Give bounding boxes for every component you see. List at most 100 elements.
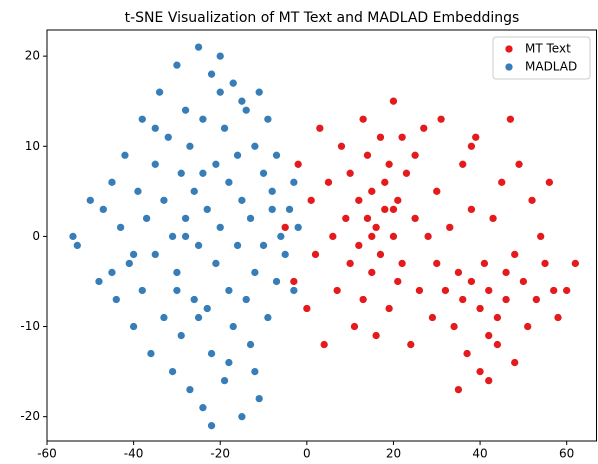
point [280,223,290,232]
point [272,150,281,160]
legend-box [492,36,591,80]
point [501,295,511,304]
point [436,114,446,124]
point [510,250,520,259]
point [506,114,515,124]
point [523,322,533,331]
point [397,132,407,142]
point [150,159,160,169]
point [207,349,216,358]
point [293,159,303,169]
point [280,250,290,259]
point [263,313,273,322]
point [250,141,260,151]
point [263,114,273,124]
point [176,331,186,340]
point [324,177,333,187]
point [285,205,294,214]
point [207,421,216,431]
point [315,123,325,133]
point [410,150,420,160]
point [389,232,398,241]
point [133,186,143,196]
point [172,60,182,70]
x-tick-label: -40 [124,447,144,461]
point [389,205,398,214]
point [254,394,264,403]
point [85,195,95,205]
point [402,168,411,178]
point [224,177,234,187]
point [181,214,190,223]
point [237,195,247,205]
point [354,241,364,250]
x-tick-label: 0 [303,447,311,461]
point [185,141,195,151]
point [441,286,450,295]
point [527,195,537,205]
point [454,385,463,394]
point [155,87,164,97]
point [419,123,429,133]
point [289,177,299,187]
point [215,87,225,97]
point [181,105,190,115]
point [241,105,251,115]
point [129,322,138,331]
point [194,313,203,322]
point [116,223,125,232]
point [172,286,182,295]
point [207,69,216,79]
point [367,232,377,241]
point [250,268,260,277]
point [137,286,147,295]
point [237,412,247,422]
point [159,195,169,205]
point [367,186,377,196]
point [345,259,355,268]
point [107,268,117,277]
point [380,205,390,214]
point [397,259,407,268]
y-tick-label: -20 [20,409,40,423]
point [371,223,381,232]
point [272,277,281,286]
point [497,177,507,187]
point [384,304,394,313]
point [488,214,498,223]
point [423,232,433,241]
legend-label: MADLAD [525,60,577,74]
point [341,214,351,223]
point [250,367,260,376]
point [415,286,424,295]
point [545,177,554,187]
point [501,268,511,277]
point [224,358,234,367]
point [475,304,485,313]
plot-frame [46,29,597,442]
point [540,259,550,268]
point [228,78,238,88]
y-tick-label: 10 [25,139,40,153]
point [467,277,476,286]
point [224,286,234,295]
point [376,250,385,259]
point [194,241,203,250]
x-tick-label: 60 [559,447,574,461]
legend-marker [504,62,514,72]
point [306,195,316,205]
point [319,340,329,349]
point [332,286,342,295]
point [358,114,368,124]
point [363,150,372,160]
point [181,232,190,241]
point [363,214,372,223]
point [289,277,299,286]
point [484,331,494,340]
point [328,232,338,241]
point [120,150,130,160]
point [185,385,195,394]
point [350,322,359,331]
point [510,358,520,367]
point [410,214,420,223]
